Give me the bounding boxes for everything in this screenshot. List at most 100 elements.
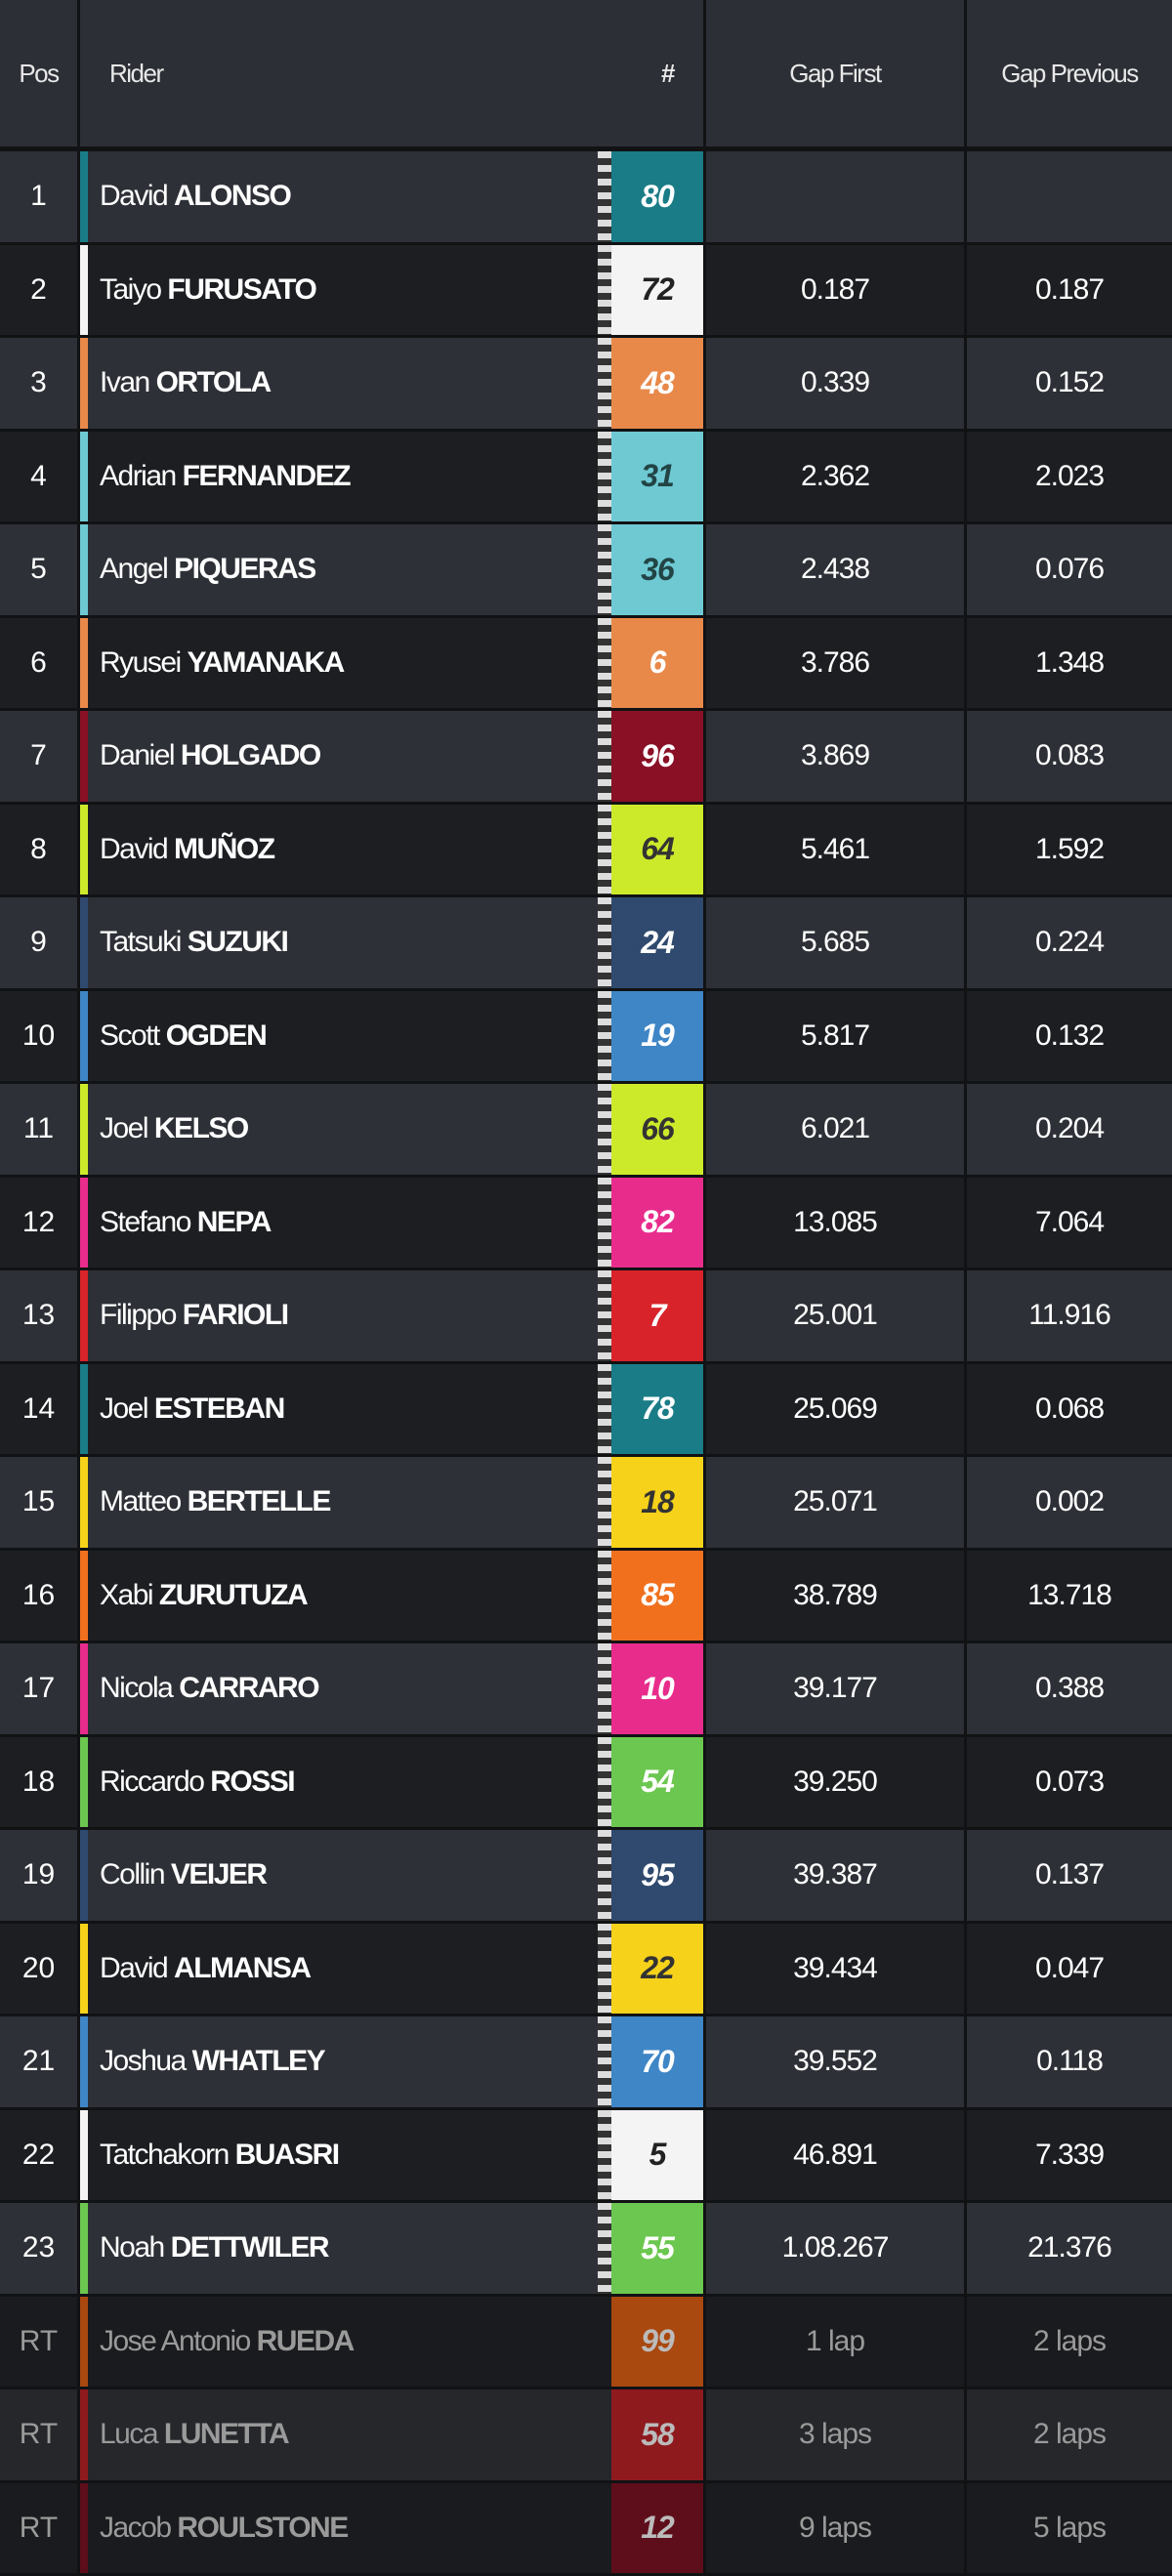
rider-name[interactable]: Noah DETTWILER: [80, 2203, 598, 2294]
header-number[interactable]: #: [611, 0, 703, 146]
table-row[interactable]: 6 Ryusei YAMANAKA 6 3.786 1.348: [0, 618, 1172, 712]
position: 9: [0, 897, 80, 988]
gap-first: 9 laps: [703, 2483, 967, 2574]
rider-name[interactable]: Matteo BERTELLE: [80, 1457, 598, 1548]
rider-name[interactable]: Adrian FERNANDEZ: [80, 432, 598, 522]
table-row[interactable]: 19 Collin VEIJER 95 39.387 0.137: [0, 1830, 1172, 1924]
rider-name[interactable]: Collin VEIJER: [80, 1830, 598, 1921]
table-row[interactable]: 17 Nicola CARRARO 10 39.177 0.388: [0, 1643, 1172, 1737]
position: 3: [0, 338, 80, 429]
rider-number: 18: [611, 1457, 703, 1548]
table-row[interactable]: 11 Joel KELSO 66 6.021 0.204: [0, 1084, 1172, 1178]
table-row[interactable]: 4 Adrian FERNANDEZ 31 2.362 2.023: [0, 432, 1172, 525]
rider-last-name: ALMANSA: [174, 1952, 311, 1985]
rider-name[interactable]: Jose Antonio RUEDA: [80, 2297, 598, 2388]
rider-name[interactable]: Joel KELSO: [80, 1084, 598, 1175]
position: 2: [0, 245, 80, 336]
header-gap-first[interactable]: Gap First: [703, 0, 967, 146]
gap-previous: 0.152: [967, 338, 1172, 429]
rider-name[interactable]: Luca LUNETTA: [80, 2389, 598, 2480]
rider-name[interactable]: David ALMANSA: [80, 1924, 598, 2015]
rider-first-name: Taiyo: [100, 273, 161, 307]
rider-first-name: Xabi: [100, 1579, 152, 1612]
table-row[interactable]: 16 Xabi ZURUTUZA 85 38.789 13.718: [0, 1551, 1172, 1644]
team-color-stripe: [80, 2297, 88, 2388]
rider-first-name: Ryusei: [100, 646, 181, 680]
table-row[interactable]: RT Luca LUNETTA 58 3 laps 2 laps: [0, 2389, 1172, 2483]
table-row[interactable]: 22 Tatchakorn BUASRI 5 46.891 7.339: [0, 2110, 1172, 2204]
table-row[interactable]: 10 Scott OGDEN 19 5.817 0.132: [0, 991, 1172, 1085]
rider-number: 48: [611, 338, 703, 429]
rider-name[interactable]: Jacob ROULSTONE: [80, 2483, 598, 2574]
table-row[interactable]: 3 Ivan ORTOLA 48 0.339 0.152: [0, 338, 1172, 432]
table-row[interactable]: 21 Joshua WHATLEY 70 39.552 0.118: [0, 2016, 1172, 2110]
rider-name[interactable]: Ryusei YAMANAKA: [80, 618, 598, 709]
rider-name[interactable]: Tatsuki SUZUKI: [80, 897, 598, 988]
rider-number: 72: [611, 245, 703, 336]
position: 14: [0, 1364, 80, 1455]
header-gap-previous[interactable]: Gap Previous: [967, 0, 1172, 146]
rider-name[interactable]: Stefano NEPA: [80, 1178, 598, 1268]
table-row[interactable]: RT Jose Antonio RUEDA 99 1 lap 2 laps: [0, 2297, 1172, 2390]
rider-name[interactable]: Filippo FARIOLI: [80, 1270, 598, 1361]
rider-last-name: LUNETTA: [164, 2418, 288, 2451]
position: 23: [0, 2203, 80, 2294]
checkered-flag-icon: [598, 1178, 611, 1268]
rider-first-name: Angel: [100, 553, 167, 586]
table-row[interactable]: 12 Stefano NEPA 82 13.085 7.064: [0, 1178, 1172, 1271]
position: RT: [0, 2483, 80, 2574]
gap-first: 6.021: [703, 1084, 967, 1175]
table-row[interactable]: 20 David ALMANSA 22 39.434 0.047: [0, 1924, 1172, 2017]
rider-name[interactable]: Taiyo FURUSATO: [80, 245, 598, 336]
table-row[interactable]: 8 David MUÑOZ 64 5.461 1.592: [0, 805, 1172, 898]
rider-name[interactable]: Xabi ZURUTUZA: [80, 1551, 598, 1641]
rider-last-name: FURUSATO: [167, 273, 315, 307]
rider-name[interactable]: Tatchakorn BUASRI: [80, 2110, 598, 2201]
rider-name[interactable]: David ALONSO: [80, 151, 598, 242]
table-row[interactable]: 15 Matteo BERTELLE 18 25.071 0.002: [0, 1457, 1172, 1551]
table-row[interactable]: RT Jacob ROULSTONE 12 9 laps 5 laps: [0, 2483, 1172, 2576]
checkered-flag-icon: [598, 245, 611, 336]
rider-last-name: ZURUTUZA: [159, 1579, 307, 1612]
rider-first-name: Noah: [100, 2231, 164, 2264]
table-row[interactable]: 18 Riccardo ROSSI 54 39.250 0.073: [0, 1737, 1172, 1831]
rider-first-name: Luca: [100, 2418, 157, 2451]
team-color-stripe: [80, 2016, 88, 2107]
table-row[interactable]: 2 Taiyo FURUSATO 72 0.187 0.187: [0, 245, 1172, 339]
gap-first: [703, 151, 967, 242]
table-row[interactable]: 14 Joel ESTEBAN 78 25.069 0.068: [0, 1364, 1172, 1458]
table-row[interactable]: 23 Noah DETTWILER 55 1.08.267 21.376: [0, 2203, 1172, 2297]
rider-name[interactable]: Joshua WHATLEY: [80, 2016, 598, 2107]
rider-name[interactable]: David MUÑOZ: [80, 805, 598, 895]
rider-name[interactable]: Riccardo ROSSI: [80, 1737, 598, 1828]
checkered-flag-icon: [598, 1270, 611, 1361]
gap-first: 5.461: [703, 805, 967, 895]
table-row[interactable]: 9 Tatsuki SUZUKI 24 5.685 0.224: [0, 897, 1172, 991]
rider-name[interactable]: Daniel HOLGADO: [80, 711, 598, 802]
gap-previous: 0.388: [967, 1643, 1172, 1734]
team-color-stripe: [80, 618, 88, 709]
gap-first: 46.891: [703, 2110, 967, 2201]
rider-name[interactable]: Ivan ORTOLA: [80, 338, 598, 429]
table-row[interactable]: 13 Filippo FARIOLI 7 25.001 11.916: [0, 1270, 1172, 1364]
rider-first-name: David: [100, 180, 167, 213]
rider-name[interactable]: Joel ESTEBAN: [80, 1364, 598, 1455]
gap-first: 3 laps: [703, 2389, 967, 2480]
rider-number: 95: [611, 1830, 703, 1921]
table-row[interactable]: 7 Daniel HOLGADO 96 3.869 0.083: [0, 711, 1172, 805]
rider-name[interactable]: Scott OGDEN: [80, 991, 598, 1082]
team-color-stripe: [80, 1737, 88, 1828]
rider-first-name: Joel: [100, 1392, 147, 1426]
team-color-stripe: [80, 2203, 88, 2294]
rider-name[interactable]: Nicola CARRARO: [80, 1643, 598, 1734]
position: 22: [0, 2110, 80, 2201]
gap-previous: 2 laps: [967, 2297, 1172, 2388]
rider-number: 10: [611, 1643, 703, 1734]
header-pos[interactable]: Pos: [0, 0, 80, 146]
header-rider[interactable]: Rider: [80, 0, 598, 146]
gap-previous: 0.132: [967, 991, 1172, 1082]
table-row[interactable]: 1 David ALONSO 80: [0, 151, 1172, 245]
rider-name[interactable]: Angel PIQUERAS: [80, 524, 598, 615]
rider-first-name: Daniel: [100, 739, 174, 772]
table-row[interactable]: 5 Angel PIQUERAS 36 2.438 0.076: [0, 524, 1172, 618]
